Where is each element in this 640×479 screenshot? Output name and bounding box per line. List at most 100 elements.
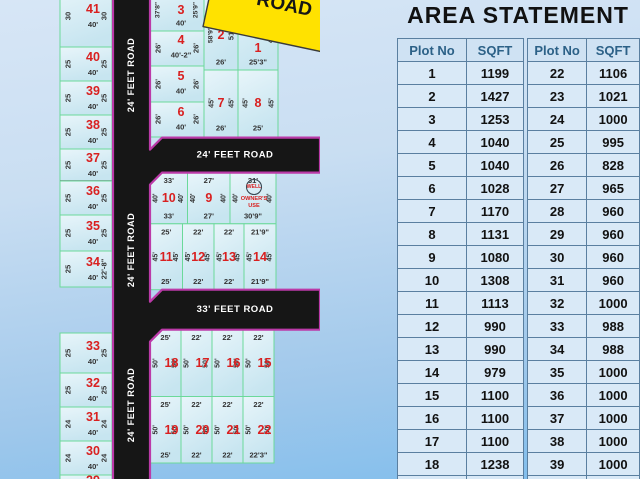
svg-text:40': 40' xyxy=(88,394,98,403)
svg-text:40': 40' xyxy=(88,102,98,111)
svg-text:45': 45' xyxy=(227,98,236,108)
svg-text:24: 24 xyxy=(99,453,108,462)
svg-text:32: 32 xyxy=(86,376,100,390)
svg-text:40': 40' xyxy=(88,357,98,366)
svg-text:26': 26' xyxy=(154,79,163,89)
svg-text:50': 50' xyxy=(215,358,222,368)
svg-text:25': 25' xyxy=(161,277,171,286)
svg-text:50': 50' xyxy=(246,358,253,368)
svg-text:41: 41 xyxy=(86,2,100,16)
svg-text:22': 22' xyxy=(253,400,263,409)
svg-text:37: 37 xyxy=(86,151,100,165)
svg-text:40': 40' xyxy=(176,19,186,28)
svg-text:33': 33' xyxy=(164,211,174,220)
svg-text:25: 25 xyxy=(99,385,108,394)
svg-text:25: 25 xyxy=(64,127,73,136)
svg-text:50': 50' xyxy=(184,425,191,435)
svg-text:50': 50' xyxy=(246,425,253,435)
svg-text:13: 13 xyxy=(222,250,236,264)
svg-text:40': 40' xyxy=(176,123,186,132)
svg-text:33: 33 xyxy=(86,339,100,353)
svg-text:25: 25 xyxy=(64,193,73,202)
svg-text:22': 22' xyxy=(193,227,203,236)
svg-text:27': 27' xyxy=(204,176,214,185)
svg-text:37'8": 37'8" xyxy=(155,2,162,18)
svg-text:36: 36 xyxy=(86,184,100,198)
svg-text:15: 15 xyxy=(258,356,272,370)
svg-text:24' FEET ROAD: 24' FEET ROAD xyxy=(126,368,136,443)
svg-text:25: 25 xyxy=(64,93,73,102)
svg-text:40': 40' xyxy=(88,237,98,246)
svg-text:9: 9 xyxy=(205,191,212,205)
svg-text:21'9": 21'9" xyxy=(251,277,269,286)
svg-text:45': 45' xyxy=(173,252,180,262)
svg-text:40': 40' xyxy=(267,193,274,203)
svg-text:24' FEET ROAD: 24' FEET ROAD xyxy=(197,150,274,161)
svg-text:40': 40' xyxy=(88,20,98,29)
svg-text:25: 25 xyxy=(99,193,108,202)
svg-text:30'9": 30'9" xyxy=(244,211,262,220)
svg-text:40': 40' xyxy=(88,68,98,77)
svg-text:34: 34 xyxy=(86,255,100,269)
svg-text:21: 21 xyxy=(227,423,241,437)
svg-text:25': 25' xyxy=(160,333,170,342)
svg-text:26': 26' xyxy=(154,114,163,124)
svg-text:29: 29 xyxy=(86,474,100,479)
svg-text:26': 26' xyxy=(216,124,226,133)
svg-text:25: 25 xyxy=(64,385,73,394)
svg-text:25': 25' xyxy=(161,227,171,236)
svg-text:26': 26' xyxy=(192,43,201,53)
svg-text:31: 31 xyxy=(86,410,100,424)
svg-text:45': 45' xyxy=(153,252,160,262)
svg-text:26': 26' xyxy=(154,43,163,53)
svg-text:24: 24 xyxy=(64,419,73,428)
svg-text:25: 25 xyxy=(64,160,73,169)
svg-text:USE: USE xyxy=(248,203,260,209)
svg-text:16: 16 xyxy=(227,356,241,370)
svg-text:22': 22' xyxy=(193,277,203,286)
svg-text:50': 50' xyxy=(153,425,160,435)
svg-text:22': 22' xyxy=(224,277,234,286)
svg-text:22': 22' xyxy=(222,400,232,409)
svg-text:3: 3 xyxy=(178,3,185,17)
svg-text:40': 40' xyxy=(178,193,185,203)
svg-text:45': 45' xyxy=(207,98,216,108)
svg-text:45': 45' xyxy=(205,252,212,262)
svg-text:21'9": 21'9" xyxy=(251,227,269,236)
svg-text:22': 22' xyxy=(191,451,201,460)
svg-text:50': 50' xyxy=(153,358,160,368)
svg-text:25: 25 xyxy=(64,228,73,237)
svg-text:22': 22' xyxy=(224,227,234,236)
svg-text:26': 26' xyxy=(192,114,201,124)
svg-text:25: 25 xyxy=(99,348,108,357)
svg-text:25: 25 xyxy=(64,264,73,273)
svg-text:45': 45' xyxy=(241,98,250,108)
svg-text:40'-2": 40'-2" xyxy=(171,51,192,60)
svg-text:40': 40' xyxy=(190,193,197,203)
svg-text:40': 40' xyxy=(88,202,98,211)
svg-text:39: 39 xyxy=(86,84,100,98)
svg-text:24' FEET ROAD: 24' FEET ROAD xyxy=(126,38,136,113)
svg-text:45': 45' xyxy=(267,98,276,108)
svg-text:25': 25' xyxy=(160,400,170,409)
svg-text:45': 45' xyxy=(267,252,274,262)
svg-text:25'9": 25'9" xyxy=(193,2,200,18)
svg-text:1: 1 xyxy=(255,41,262,55)
svg-text:25: 25 xyxy=(99,228,108,237)
svg-text:40': 40' xyxy=(221,193,228,203)
svg-text:4: 4 xyxy=(178,33,185,47)
svg-text:24: 24 xyxy=(99,419,108,428)
svg-text:40': 40' xyxy=(88,136,98,145)
svg-text:25: 25 xyxy=(99,160,108,169)
svg-text:5: 5 xyxy=(178,69,185,83)
svg-text:40': 40' xyxy=(88,428,98,437)
svg-text:22': 22' xyxy=(222,451,232,460)
svg-text:40': 40' xyxy=(233,193,240,203)
svg-text:30: 30 xyxy=(99,12,108,20)
svg-text:8: 8 xyxy=(255,96,262,110)
svg-text:24' FEET ROAD: 24' FEET ROAD xyxy=(126,213,136,288)
svg-text:7: 7 xyxy=(218,96,225,110)
svg-text:22': 22' xyxy=(191,400,201,409)
svg-text:26': 26' xyxy=(192,79,201,89)
svg-text:22'3": 22'3" xyxy=(249,451,267,460)
